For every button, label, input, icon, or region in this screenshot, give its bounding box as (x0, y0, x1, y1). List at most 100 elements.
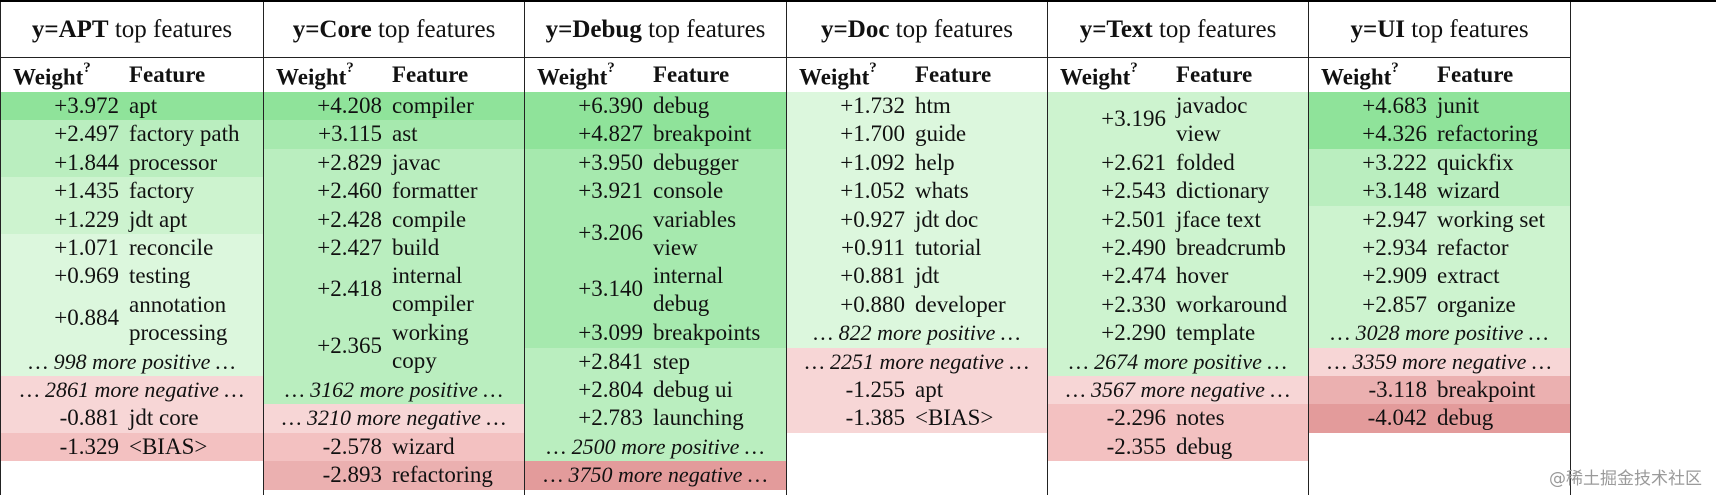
feature-name: junit (1437, 93, 1480, 118)
positive-feature-row: +2.460 formatter (264, 177, 524, 206)
feature-name: processor (129, 149, 218, 175)
more-negative-summary: … 2861 more negative … (1, 375, 263, 405)
weight-value: -2.355 (1106, 433, 1166, 459)
weight-value: +2.947 (1362, 206, 1427, 232)
feature-name: factory (129, 178, 195, 204)
positive-feature-row: +2.947 working set (1309, 205, 1570, 234)
column-title-suffix: top features (1152, 16, 1277, 43)
weight-help-mark[interactable]: ? (1391, 60, 1399, 76)
feature-name: htm (915, 93, 951, 118)
weight-help-mark[interactable]: ? (83, 60, 91, 76)
more-positive-summary: … 2500 more positive … (525, 432, 786, 462)
feature-name: jdt doc (915, 206, 979, 232)
weight-help-mark[interactable]: ? (869, 60, 877, 76)
feature-name: refactoring (1437, 121, 1538, 147)
feature-name: apt (915, 376, 944, 402)
positive-feature-row: +2.857 organize (1309, 290, 1570, 320)
feature-name: step (653, 348, 691, 374)
feature-name: javac (392, 149, 441, 175)
table-header-row: Weight? Feature (1048, 58, 1308, 92)
positive-feature-row: +4.326 refactoring (1309, 120, 1570, 149)
feature-name: wizard (1437, 178, 1500, 204)
negative-feature-row: -1.255 apt (787, 375, 1047, 405)
positive-feature-row: +2.474 hover (1048, 262, 1308, 291)
column-title-label: y=Text (1079, 16, 1153, 43)
weight-value: +3.196 (1101, 106, 1166, 131)
weight-value: +2.621 (1101, 149, 1166, 175)
positive-feature-row: +3.148 wizard (1309, 177, 1570, 206)
weight-help-mark[interactable]: ? (346, 60, 354, 76)
positive-feature-row: +0.881 jdt (787, 262, 1047, 291)
weight-value: +2.365 (317, 333, 382, 359)
positive-feature-row: +2.428 compile (264, 205, 524, 234)
positive-feature-row: +2.829 javac (264, 148, 524, 178)
weight-value: +3.140 (578, 276, 643, 302)
feature-name: debug (1437, 405, 1494, 431)
weight-help-mark[interactable]: ? (607, 60, 615, 76)
column-title-label: y=UI (1350, 16, 1405, 43)
positive-feature-row: +3.115 ast (264, 120, 524, 149)
feature-name: apt (129, 93, 158, 118)
watermark: @稀土掘金技术社区 (1549, 469, 1702, 489)
weight-header: Weight? (799, 60, 877, 91)
positive-feature-row: +1.732 htm (787, 92, 1047, 121)
weight-value: +0.880 (840, 291, 905, 317)
feature-name: quickfix (1437, 149, 1514, 175)
column-title: y=Debug top features (525, 2, 786, 58)
negative-feature-row: -2.296 notes (1048, 404, 1308, 433)
feature-header: Feature (1437, 62, 1514, 87)
feature-name: dictionary (1176, 178, 1270, 204)
feature-name: breadcrumb (1176, 234, 1286, 260)
positive-feature-row: +3.099 breakpoints (525, 319, 786, 348)
weight-value: +2.418 (317, 276, 382, 302)
more-negative-summary: … 3750 more negative … (525, 461, 786, 490)
feature-name: guide (915, 121, 967, 147)
weight-value: +0.969 (54, 263, 119, 289)
feature-name: javadoc view (1176, 93, 1248, 146)
weight-value: +2.501 (1101, 206, 1166, 232)
positive-feature-row: +6.390 debug (525, 92, 786, 121)
feature-name: <BIAS> (129, 433, 208, 459)
weight-value: +1.052 (840, 178, 905, 204)
weight-value: +2.934 (1362, 234, 1427, 260)
column-title: y=Core top features (264, 2, 524, 58)
positive-feature-row: +2.934 refactor (1309, 233, 1570, 263)
positive-feature-row: +1.229 jdt apt (1, 205, 263, 234)
weight-value: +4.326 (1362, 121, 1427, 147)
weight-help-mark[interactable]: ? (1130, 60, 1138, 76)
feature-name: annotation processing (129, 291, 228, 345)
negative-feature-row: -3.118 breakpoint (1309, 375, 1570, 405)
weight-value: +2.330 (1101, 291, 1166, 317)
weight-value: -1.385 (845, 405, 905, 431)
feature-name: console (653, 178, 724, 204)
weight-value: +2.909 (1362, 263, 1427, 289)
positive-feature-row: +1.700 guide (787, 120, 1047, 149)
weight-header-label: Weight (13, 64, 84, 90)
feature-name: build (392, 234, 440, 260)
weight-header-label: Weight (537, 64, 608, 90)
weight-value: +4.683 (1362, 93, 1427, 118)
more-positive-summary: … 3028 more positive … (1309, 319, 1570, 348)
weight-value: -2.578 (322, 433, 382, 459)
positive-feature-row: +3.950 debugger (525, 148, 786, 178)
positive-feature-row: +2.543 dictionary (1048, 177, 1308, 206)
negative-feature-row: -1.385 <BIAS> (787, 404, 1047, 433)
feature-name: jface text (1176, 206, 1261, 232)
column-apt: y=APT top features Weight? Feature +3.972 ap… (0, 2, 263, 495)
feature-name: compiler (392, 93, 474, 118)
column-core: y=Core top features Weight? Feature +4.208 c… (263, 2, 524, 495)
column-title: y=Text top features (1048, 2, 1308, 58)
feature-name: template (1176, 320, 1256, 346)
weight-value: +3.099 (578, 320, 643, 346)
feature-name: internal debug (653, 263, 724, 317)
feature-name: working set (1437, 206, 1545, 232)
weight-value: +3.206 (578, 219, 643, 245)
feature-name: working copy (392, 320, 469, 374)
column-doc: y=Doc top features Weight? Feature +1.732 ht… (786, 2, 1047, 495)
weight-value: +1.844 (54, 149, 119, 175)
weight-value: +1.071 (54, 234, 119, 260)
weight-value: +2.290 (1101, 320, 1166, 346)
feature-name: debugger (653, 149, 739, 175)
weight-value: -2.893 (322, 462, 382, 488)
